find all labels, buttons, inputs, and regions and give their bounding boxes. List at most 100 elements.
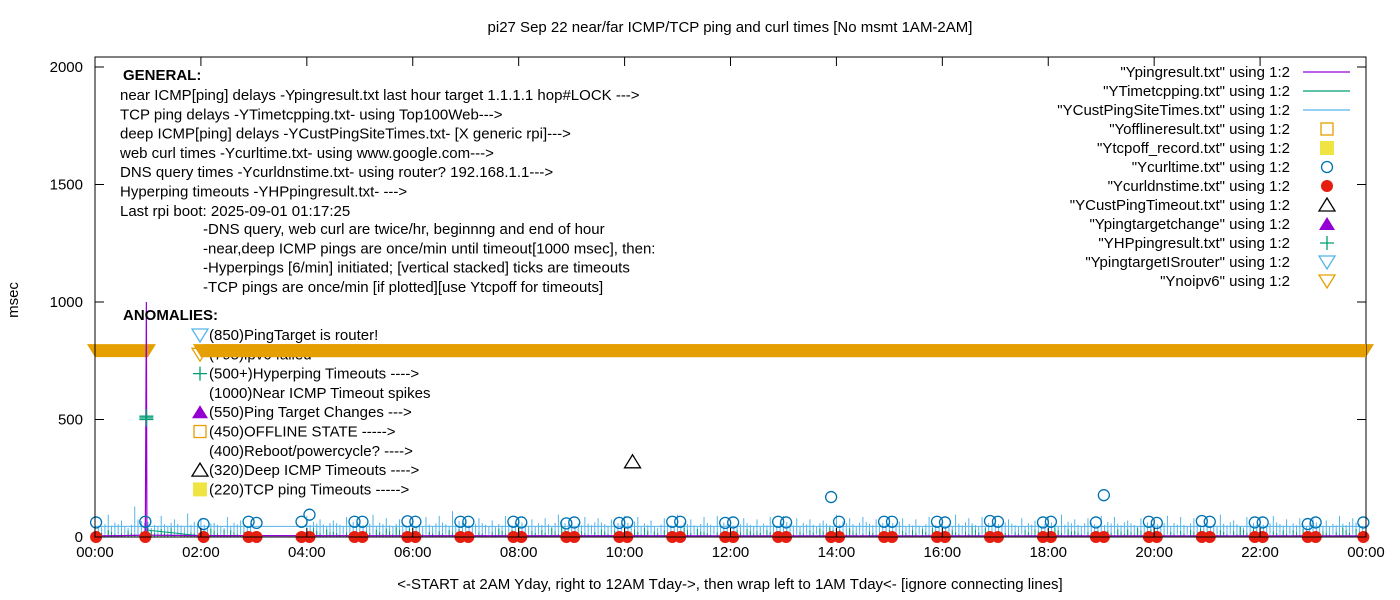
axes: 0 500 1000 1500 2000 00:00 02:00 04:00 06:00 08:0… — [50, 56, 1385, 561]
legend-label: "YTimetcpping.txt" using 1:2 — [1103, 83, 1290, 100]
curltime-point — [832, 515, 846, 528]
square-marker — [193, 482, 207, 497]
x-tick-label: 18:00 — [1029, 544, 1067, 561]
x-tick-label: 06:00 — [394, 544, 432, 561]
circle-marker — [560, 517, 573, 530]
noipv6-band — [87, 344, 156, 358]
custping-series — [94, 506, 1364, 535]
circle-marker — [1321, 180, 1333, 192]
curltime-point — [1256, 516, 1269, 529]
curltime-point — [983, 514, 997, 528]
circle-marker — [1256, 516, 1269, 529]
anomaly-marker — [192, 405, 208, 419]
general-line: web curl times -Ycurltime.txt- using www… — [119, 145, 494, 162]
curltime-point — [1357, 516, 1370, 529]
curltime-point — [89, 516, 103, 529]
general-note: -near,deep ICMP pings are once/min until… — [203, 240, 655, 257]
circle-marker — [719, 516, 732, 530]
curltime-point — [356, 515, 369, 528]
curltime-point — [348, 515, 361, 528]
general-note: -DNS query, web curl are twice/hr, begin… — [203, 221, 605, 238]
circle-marker — [726, 516, 740, 529]
circle-marker — [772, 515, 785, 528]
square-marker — [193, 424, 207, 439]
circle-marker — [139, 515, 152, 528]
circle-marker — [515, 516, 528, 529]
curltime-point — [242, 515, 255, 528]
circle-marker — [983, 514, 997, 528]
legend-label: "YHPpingresult.txt" using 1:2 — [1098, 235, 1290, 252]
custping-timeout-point — [623, 453, 642, 469]
general-note: -TCP pings are once/min [if plotted][use… — [203, 279, 603, 296]
anomaly-label: (450)OFFLINE STATE -----> — [209, 424, 396, 441]
y-tick-label: 2000 — [50, 59, 83, 76]
circle-marker — [991, 515, 1005, 528]
anomaly-label: (500+)Hyperping Timeouts ----> — [209, 366, 419, 383]
circle-marker — [666, 515, 679, 528]
curltime-point — [1309, 516, 1322, 529]
circle-marker — [938, 516, 952, 529]
legend-label: "YCustPingSiteTimes.txt" using 1:2 — [1057, 102, 1290, 119]
circle-marker — [89, 516, 103, 529]
x-tick-label: 12:00 — [712, 544, 750, 561]
tcpping-connector — [146, 529, 201, 537]
circle-marker — [877, 515, 891, 528]
legend-label: "Yofflineresult.txt" using 1:2 — [1109, 121, 1290, 138]
legend-label: "Ycurldnstime.txt" using 1:2 — [1108, 178, 1290, 195]
x-tick-label: 20:00 — [1135, 544, 1173, 561]
general-line: deep ICMP[ping] delays -YCustPingSiteTim… — [120, 126, 571, 143]
circle-marker — [1301, 517, 1314, 531]
circle-marker — [568, 516, 581, 529]
legend-label: "Ypingtargetchange" using 1:2 — [1089, 216, 1290, 233]
circle-marker — [409, 515, 422, 528]
legend-marker — [1320, 236, 1334, 250]
anomalies-title: ANOMALIES: — [123, 307, 218, 324]
circle-marker — [1089, 516, 1103, 529]
x-tick-label: 22:00 — [1241, 544, 1279, 561]
triangle-marker — [623, 453, 642, 469]
plus-marker — [193, 366, 207, 381]
curltime-point — [779, 516, 793, 529]
curltime-point — [515, 516, 528, 529]
curltime-point — [250, 516, 263, 530]
curltime-point — [197, 517, 210, 531]
circle-marker — [1097, 489, 1111, 502]
triangle-marker — [1319, 217, 1335, 230]
curltime-point — [726, 516, 740, 529]
curltime-point — [674, 515, 687, 528]
general-line: DNS query times -Ycurldnstime.txt- using… — [120, 164, 553, 181]
circle-marker — [613, 516, 626, 530]
circle-marker — [1195, 514, 1208, 528]
anomaly-label: (550)Ping Target Changes ---> — [209, 404, 412, 421]
curltime-point — [621, 516, 634, 529]
x-tick-label: 02:00 — [182, 544, 220, 561]
curltime-point — [1142, 515, 1156, 528]
anomaly-marker — [190, 328, 210, 344]
x-axis-label: <-START at 2AM Yday, right to 12AM Tday-… — [397, 576, 1062, 593]
y-axis-label: msec — [5, 282, 22, 318]
x-tick-label: 00:00 — [76, 544, 114, 561]
circle-marker — [356, 515, 369, 528]
x-tick-label: 00:00 — [1347, 544, 1385, 561]
curltime-point — [560, 517, 573, 530]
hpping-point — [139, 409, 154, 424]
curltime-point — [401, 515, 414, 528]
circle-marker — [1150, 516, 1163, 530]
circle-marker — [621, 516, 634, 529]
curltime-point — [877, 515, 891, 528]
curltime-point — [1150, 516, 1163, 530]
circle-marker — [930, 515, 944, 528]
anomaly-label: (850)PingTarget is router! — [209, 327, 378, 344]
circle-marker — [1248, 516, 1261, 529]
legend-label: "Ytcpoff_record.txt" using 1:2 — [1097, 140, 1290, 157]
curltime-point — [1248, 516, 1261, 529]
curltime-point — [938, 516, 952, 529]
curltime-point — [568, 516, 581, 529]
plus-marker — [1320, 236, 1334, 250]
general-line: Hyperping timeouts -YHPpingresult.txt- -… — [120, 184, 407, 201]
anomaly-label: (220)TCP ping Timeouts -----> — [209, 481, 409, 498]
square-marker — [1320, 122, 1334, 136]
legend-label: "Ycurltime.txt" using 1:2 — [1132, 159, 1290, 176]
plus-marker — [139, 409, 154, 424]
